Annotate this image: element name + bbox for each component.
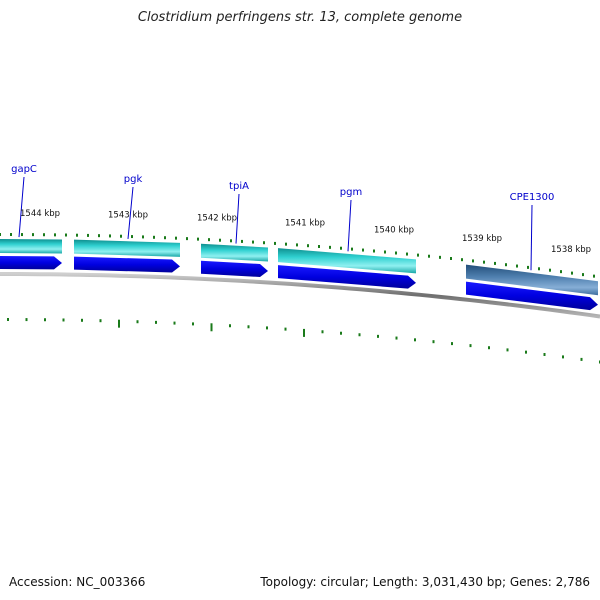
ruler-label: 1540 kbp [374,226,414,236]
accession-label: Accession: NC_003366 [9,575,146,589]
cds-arrow-pgk[interactable] [74,256,180,273]
gene-block-cpe1300[interactable] [466,264,598,296]
callout-line-cpe1300 [530,204,533,271]
cds-arrow-gapc[interactable] [0,256,62,270]
ruler-label: 1544 kbp [20,209,60,219]
callout-line-tpia [235,193,240,244]
callout-line-pgk [127,186,134,239]
gene-block-tpia[interactable] [201,243,268,262]
genome-backbone [0,272,600,319]
gene-label-tpia[interactable]: tpiA [229,181,249,192]
cds-arrow-cpe1300[interactable] [466,281,598,311]
gene-block-pgm[interactable] [278,248,416,274]
ruler-label: 1539 kbp [462,234,502,244]
gene-label-pgk[interactable]: pgk [124,174,143,185]
gene-label-cpe1300[interactable]: CPE1300 [510,192,555,203]
callout-line-gapc [18,176,25,238]
ruler-label: 1541 kbp [285,219,325,229]
gene-label-pgm[interactable]: pgm [340,187,362,198]
gene-label-gapc[interactable]: gapC [11,164,37,175]
ruler-label: 1538 kbp [551,245,591,255]
gene-block-pgk[interactable] [74,239,180,257]
genome-summary: Topology: circular; Length: 3,031,430 bp… [260,575,590,589]
cds-arrow-tpia[interactable] [201,260,268,277]
ruler-label: 1542 kbp [197,214,237,224]
callout-line-pgm [347,199,352,252]
cds-arrow-pgm[interactable] [278,265,416,289]
ruler-label: 1543 kbp [108,210,148,220]
genome-title: Clostridium perfringens str. 13, complet… [137,10,463,25]
gene-block-gapc[interactable] [0,239,62,254]
